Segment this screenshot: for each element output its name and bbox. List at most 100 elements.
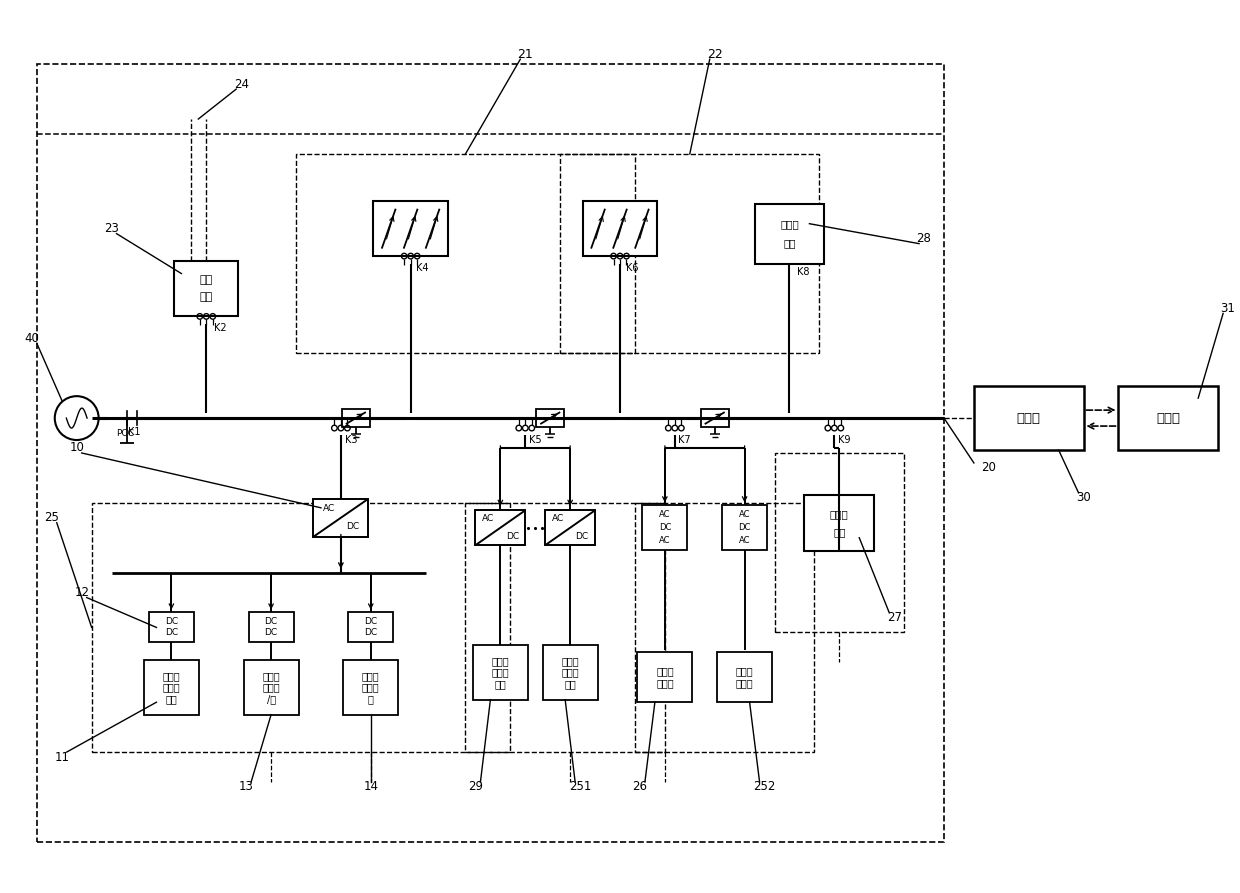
Text: DC: DC [739, 523, 750, 532]
Text: 设备: 设备 [165, 694, 177, 704]
Text: 22: 22 [707, 47, 723, 61]
Text: 12: 12 [74, 586, 89, 599]
Text: DC: DC [365, 617, 377, 627]
Text: 24: 24 [233, 78, 249, 90]
Text: PCC: PCC [117, 429, 134, 438]
Bar [296, 154, 635, 354]
Text: DC: DC [365, 629, 377, 638]
Text: 电设备: 电设备 [656, 678, 673, 688]
Text: 13: 13 [239, 780, 254, 794]
Bar [637, 653, 692, 702]
Bar [635, 503, 815, 752]
Text: 储能电: 储能电 [362, 682, 379, 692]
Bar [775, 453, 904, 632]
Text: 23: 23 [104, 222, 119, 235]
Text: 伏发电: 伏发电 [491, 667, 510, 677]
Bar [249, 613, 294, 642]
Bar [373, 201, 448, 256]
Bar [805, 495, 874, 551]
Text: 26: 26 [632, 780, 647, 794]
Text: 14: 14 [363, 780, 378, 794]
Text: 伏发电: 伏发电 [562, 667, 579, 677]
Text: K9: K9 [838, 435, 851, 445]
Bar [475, 510, 526, 546]
Text: K4: K4 [417, 263, 429, 273]
Bar [472, 645, 528, 700]
Text: 10: 10 [69, 441, 84, 455]
Text: 风力发: 风力发 [735, 666, 754, 677]
Bar [583, 201, 657, 256]
Text: 功率型: 功率型 [362, 671, 379, 680]
Text: 电机: 电机 [833, 527, 846, 537]
Text: 电设备: 电设备 [735, 678, 754, 688]
Text: 251: 251 [569, 780, 591, 794]
Text: AC: AC [322, 505, 335, 513]
Text: 20: 20 [981, 462, 996, 474]
Text: K8: K8 [797, 266, 810, 277]
Text: DC: DC [165, 629, 179, 638]
Text: 第二光: 第二光 [491, 655, 510, 666]
Bar [149, 613, 193, 642]
Bar [1118, 386, 1218, 450]
Text: 11: 11 [55, 750, 69, 764]
Text: 29: 29 [467, 780, 482, 794]
Bar [543, 645, 598, 700]
Text: 21: 21 [517, 47, 533, 61]
Bar [314, 499, 368, 537]
Bar [92, 503, 511, 752]
Text: 27: 27 [887, 611, 901, 624]
Text: 主控层: 主控层 [1017, 412, 1040, 424]
Text: 40: 40 [25, 332, 40, 345]
Bar [546, 510, 595, 546]
Bar [343, 660, 398, 714]
Text: DC: DC [575, 532, 589, 541]
Text: AC: AC [552, 514, 564, 523]
Bar [717, 653, 773, 702]
Text: AC: AC [739, 510, 750, 520]
Text: K7: K7 [678, 435, 691, 445]
Text: 风力发: 风力发 [656, 666, 673, 677]
Bar [536, 409, 564, 427]
Text: DC: DC [264, 629, 278, 638]
Text: K2: K2 [215, 323, 227, 333]
Bar [342, 409, 370, 427]
Text: 模拟: 模拟 [200, 274, 213, 285]
Text: 监控层: 监控层 [1156, 412, 1180, 424]
Bar [973, 386, 1084, 450]
Bar [244, 660, 299, 714]
Bar [175, 261, 238, 316]
Text: 25: 25 [45, 512, 60, 524]
Text: 电桩: 电桩 [784, 238, 796, 248]
Text: 伏发电: 伏发电 [162, 682, 180, 692]
Text: K3: K3 [345, 435, 357, 445]
Bar [560, 154, 820, 354]
Text: AC: AC [482, 514, 495, 523]
Text: K1: K1 [128, 427, 141, 437]
Text: DC: DC [658, 523, 671, 532]
Bar [465, 503, 665, 752]
Text: AC: AC [660, 510, 671, 520]
Text: AC: AC [739, 536, 750, 546]
Text: 31: 31 [1220, 302, 1235, 315]
Text: 252: 252 [754, 780, 776, 794]
Text: K5: K5 [529, 435, 542, 445]
Text: 28: 28 [916, 232, 931, 246]
Text: 30: 30 [1076, 491, 1091, 505]
Text: 柴油发: 柴油发 [830, 509, 848, 519]
Text: 设备: 设备 [564, 679, 577, 689]
Text: 电网: 电网 [200, 293, 213, 303]
Text: DC: DC [165, 617, 179, 627]
Text: DC: DC [264, 617, 278, 627]
Text: 能量型: 能量型 [263, 671, 280, 680]
Text: 储能电: 储能电 [263, 682, 280, 692]
Text: 第一光: 第一光 [162, 671, 180, 680]
Text: /池: /池 [267, 694, 275, 704]
Text: AC: AC [660, 536, 671, 546]
Text: DC: DC [346, 522, 360, 531]
Text: 汽车充: 汽车充 [780, 219, 799, 229]
Bar [144, 660, 198, 714]
Text: DC: DC [506, 532, 518, 541]
Text: 设备: 设备 [495, 679, 506, 689]
Text: K6: K6 [626, 263, 639, 273]
Bar [722, 505, 768, 550]
